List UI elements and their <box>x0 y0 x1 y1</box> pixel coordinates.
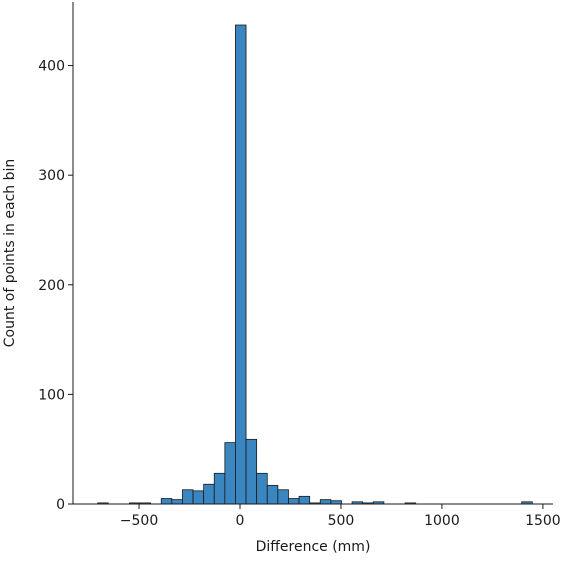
x-axis-label: Difference (mm) <box>256 539 371 555</box>
bar <box>288 498 300 505</box>
bar <box>203 483 215 505</box>
y-tick-label: 100 <box>38 387 65 403</box>
bar <box>319 499 332 505</box>
bar <box>224 442 236 505</box>
bar <box>245 438 258 505</box>
bar <box>256 472 268 505</box>
bar <box>192 490 205 505</box>
bar <box>171 499 183 505</box>
y-tick-label: 0 <box>56 497 65 513</box>
y-tick-label: 400 <box>38 59 65 75</box>
bar <box>213 472 226 505</box>
bar <box>266 484 279 505</box>
x-tick-label: 0 <box>236 513 245 529</box>
x-tick-label: 500 <box>328 513 355 529</box>
y-axis-label: Count of points in each bin <box>2 159 18 348</box>
y-tick-label: 300 <box>38 168 65 184</box>
bar <box>277 489 289 505</box>
bar <box>160 498 173 505</box>
bar <box>235 24 247 505</box>
bar <box>182 489 194 505</box>
bar <box>298 495 311 505</box>
x-tick-label: −500 <box>120 513 158 529</box>
x-tick-label: 1000 <box>424 513 460 529</box>
x-tick-label: 1500 <box>525 513 561 529</box>
y-tick-label: 200 <box>38 278 65 294</box>
